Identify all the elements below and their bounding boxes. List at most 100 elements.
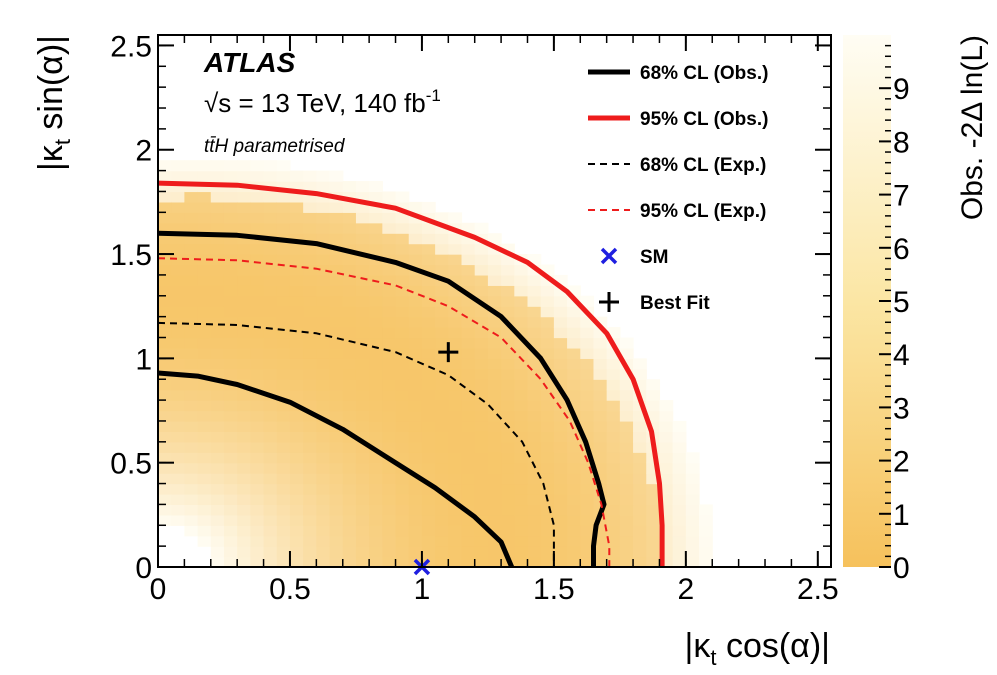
heatmap-cell <box>210 201 225 213</box>
heatmap-cell <box>382 285 397 297</box>
heatmap-cell <box>316 379 331 391</box>
heatmap-cell <box>316 400 331 412</box>
heatmap-cell <box>184 181 199 193</box>
heatmap-cell <box>171 170 185 182</box>
heatmap-cell <box>487 233 502 245</box>
heatmap-cell <box>197 264 212 276</box>
heatmap-cell <box>184 285 199 297</box>
heatmap-cell <box>421 483 436 495</box>
heatmap-cell <box>580 410 595 422</box>
heatmap-cell <box>606 525 621 537</box>
heatmap-cell <box>474 525 489 537</box>
heatmap-cell <box>210 358 225 370</box>
heatmap-cell <box>619 556 634 567</box>
heatmap-cell <box>184 525 199 537</box>
heatmap-cell <box>210 389 225 401</box>
heatmap-cell <box>289 504 304 516</box>
heatmap-cell <box>355 327 370 339</box>
heatmap-cell <box>501 243 515 255</box>
heatmap-cell <box>567 420 581 432</box>
heatmap-cell <box>355 316 370 328</box>
legend-entry: 68% CL (Obs.) <box>588 63 768 84</box>
x-tick-label: 2 <box>677 573 694 606</box>
heatmap-cell <box>197 358 212 370</box>
heatmap-cell <box>382 410 397 422</box>
heatmap-cell <box>382 535 397 547</box>
heatmap-cell <box>316 222 331 234</box>
heatmap-cell <box>329 525 344 537</box>
heatmap-cell <box>646 389 661 401</box>
heatmap-cell <box>223 274 238 286</box>
heatmap-cell <box>461 514 476 526</box>
heatmap-cell <box>435 525 449 537</box>
heatmap-cell <box>382 327 397 339</box>
heatmap-cell <box>699 504 713 516</box>
heatmap-cell <box>527 379 542 391</box>
heatmap-cell <box>435 410 449 422</box>
heatmap-cell <box>237 452 251 464</box>
heatmap-cell <box>514 264 529 276</box>
heatmap-cell <box>619 400 634 412</box>
heatmap-cell <box>303 327 317 339</box>
heatmap-cell <box>369 389 383 401</box>
heatmap-cell <box>461 441 476 453</box>
x-tick-label: 1 <box>414 573 431 606</box>
heatmap-cell <box>672 483 687 495</box>
heatmap-cell <box>593 337 608 349</box>
heatmap-cell <box>210 274 225 286</box>
heatmap-cell <box>250 410 265 422</box>
heatmap-cell <box>448 452 463 464</box>
heatmap-cell <box>184 160 199 172</box>
heatmap-cell <box>593 410 608 422</box>
heatmap-cell <box>342 410 357 422</box>
heatmap-cell <box>395 389 410 401</box>
heatmap-cell <box>276 295 291 307</box>
heatmap-cell <box>672 493 687 506</box>
heatmap-cell <box>289 181 304 193</box>
x-tick-label: 2.5 <box>797 573 839 606</box>
heatmap-cell <box>250 546 265 558</box>
heatmap-cell <box>303 431 317 443</box>
heatmap-cell <box>474 347 489 359</box>
heatmap-cell <box>316 316 331 328</box>
heatmap-cell <box>421 441 436 453</box>
heatmap-cell <box>342 274 357 286</box>
heatmap-cell <box>263 483 278 495</box>
heatmap-cell <box>553 493 568 506</box>
heatmap-cell <box>567 316 581 328</box>
heatmap-cell <box>171 274 185 286</box>
heatmap-cell <box>158 181 172 193</box>
heatmap-cell <box>276 306 291 318</box>
heatmap-cell <box>158 295 172 307</box>
heatmap-cell <box>342 452 357 464</box>
heatmap-cell <box>158 306 172 318</box>
heatmap-cell <box>289 222 304 234</box>
heatmap-cell <box>158 222 172 234</box>
heatmap-cell <box>474 535 489 547</box>
heatmap-cell <box>540 379 555 391</box>
heatmap-cell <box>408 368 423 380</box>
heatmap-cell <box>158 514 172 526</box>
heatmap-cell <box>435 337 449 349</box>
heatmap-cell <box>342 233 357 245</box>
heatmap-cell <box>289 452 304 464</box>
heatmap-cell <box>355 285 370 297</box>
heatmap-cell <box>501 535 515 547</box>
heatmap-cell <box>461 483 476 495</box>
heatmap-cell <box>355 410 370 422</box>
heatmap-cell <box>593 431 608 443</box>
heatmap-cell <box>369 285 383 297</box>
heatmap-cell <box>395 546 410 558</box>
heatmap-cell <box>487 368 502 380</box>
heatmap-cell <box>540 316 555 328</box>
heatmap-cell <box>567 368 581 380</box>
heatmap-cell <box>369 546 383 558</box>
heatmap-cell <box>276 493 291 506</box>
heatmap-cell <box>184 295 199 307</box>
heatmap-cell <box>593 420 608 432</box>
heatmap-cell <box>276 504 291 516</box>
heatmap-cell <box>184 274 199 286</box>
plot-frame <box>157 34 832 568</box>
heatmap-cell <box>501 379 515 391</box>
heatmap-cell <box>461 431 476 443</box>
